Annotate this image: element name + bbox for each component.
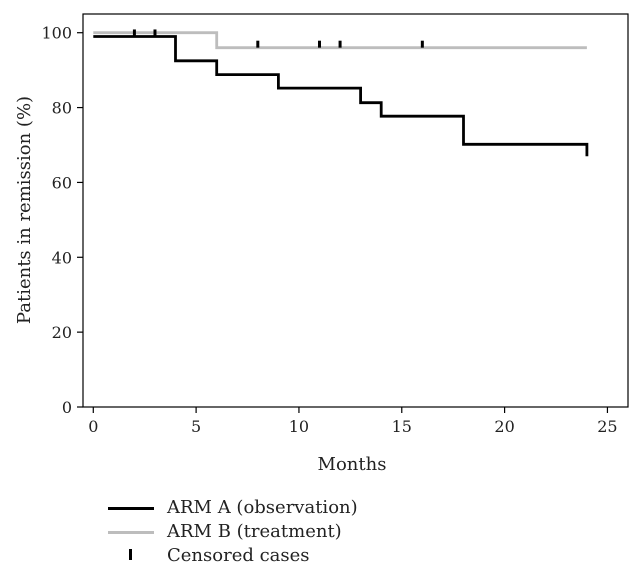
legend-label-arm-a: ARM A (observation) — [167, 497, 358, 518]
x-tick-label-3: 15 — [392, 417, 412, 436]
x-tick-label-0: 0 — [88, 417, 98, 436]
legend-swatch-arm-a — [108, 507, 154, 510]
legend-item-arm-a: ARM A (observation) — [108, 496, 508, 520]
legend-label-arm-b: ARM B (treatment) — [167, 521, 342, 542]
x-axis-label: Months — [318, 454, 387, 475]
plot-frame — [82, 13, 629, 408]
x-tick-label-5: 25 — [597, 417, 617, 436]
legend-censor-mark — [129, 549, 132, 560]
y-tick-label-5: 100 — [41, 24, 72, 43]
y-tick-label-3: 60 — [52, 173, 72, 192]
legend-item-arm-b: ARM B (treatment) — [108, 520, 508, 544]
legend: ARM A (observation) ARM B (treatment) Ce… — [108, 496, 508, 568]
x-tick-label-2: 10 — [289, 417, 309, 436]
series-line-0 — [93, 35, 589, 157]
km-chart: 0 5 10 15 20 25 0 20 40 60 80 100 Months Patients … — [14, 13, 629, 475]
y-tick-label-2: 40 — [52, 248, 72, 267]
y-axis-ticks: 0 20 40 60 80 100 — [41, 24, 83, 417]
y-axis-label: Patients in remission (%) — [14, 96, 35, 324]
legend-item-censored: Censored cases — [108, 544, 508, 568]
series-layer — [93, 31, 589, 157]
y-tick-label-0: 0 — [62, 398, 72, 417]
y-tick-label-1: 20 — [52, 323, 72, 342]
x-tick-label-1: 5 — [191, 417, 201, 436]
y-tick-label-4: 80 — [52, 99, 72, 118]
legend-label-censored: Censored cases — [167, 545, 310, 566]
x-axis-ticks: 0 5 10 15 20 25 — [88, 407, 618, 436]
legend-swatch-arm-b — [108, 531, 154, 534]
x-tick-label-4: 20 — [494, 417, 514, 436]
censor-marks — [132, 29, 424, 48]
